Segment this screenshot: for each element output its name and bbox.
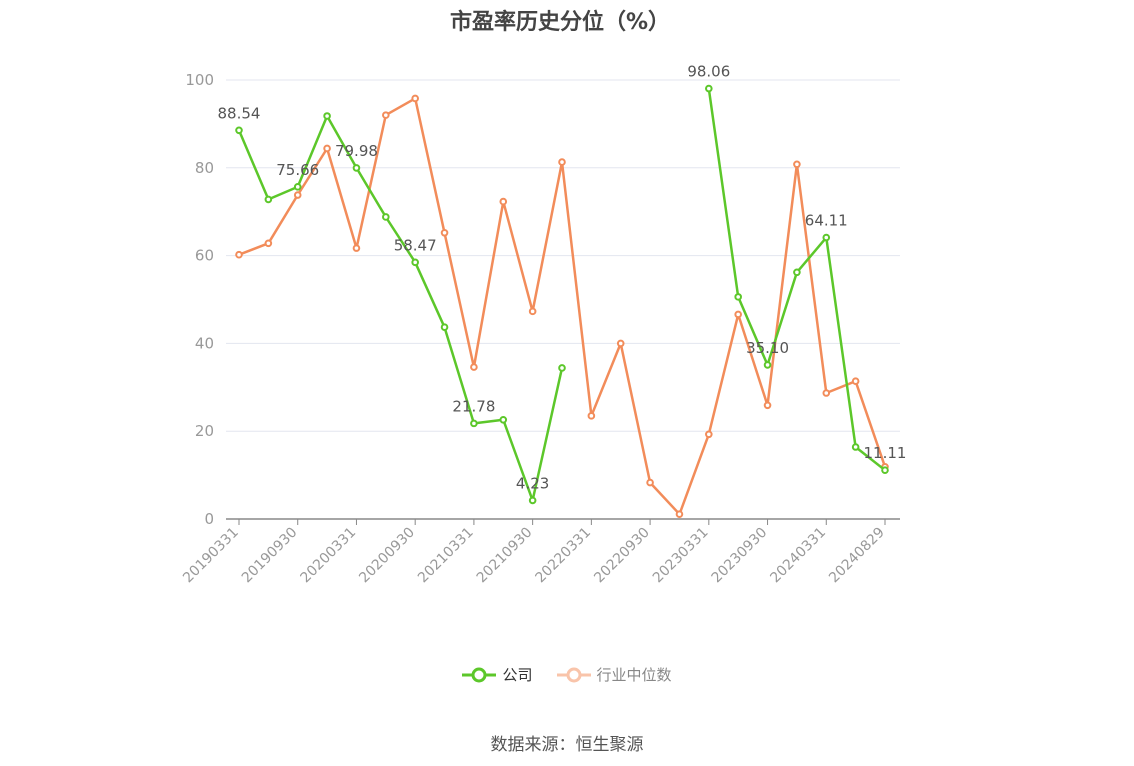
series-line (707, 88, 886, 472)
data-label: 79.98 (335, 142, 378, 160)
data-point (235, 250, 243, 259)
y-tick-label: 80 (195, 159, 214, 177)
data-label: 58.47 (394, 236, 437, 254)
data-point (293, 191, 302, 199)
x-tick-label: 20210331 (415, 525, 477, 587)
series-line (237, 114, 564, 502)
y-tick-label: 0 (204, 510, 214, 528)
data-point (528, 496, 537, 505)
x-tick-label: 20200930 (356, 525, 418, 587)
data-point (382, 111, 390, 119)
legend-label-industry-median: 行业中位数 (596, 666, 672, 684)
x-tick-label: 20200331 (298, 525, 360, 587)
data-point (822, 389, 831, 397)
data-point (323, 112, 331, 120)
legend-label-company: 公司 (502, 666, 533, 684)
legend-marker-company (462, 667, 497, 682)
data-point (793, 160, 801, 169)
data-point (470, 363, 478, 371)
legend-item-industry-median[interactable]: 行业中位数 (556, 664, 672, 685)
x-tick-label: 20210930 (474, 525, 536, 587)
data-point (851, 443, 860, 451)
data-point (528, 307, 537, 316)
data-label: 64.11 (805, 212, 848, 230)
data-point (293, 183, 302, 191)
x-tick-label: 20220930 (591, 525, 653, 587)
series-lines (235, 84, 889, 518)
data-point (499, 415, 508, 424)
chart-title: 市盈率历史分位（%） (449, 10, 671, 35)
data-point (411, 258, 419, 267)
y-tick-label: 100 (185, 71, 214, 89)
y-tick-label: 60 (195, 247, 214, 265)
data-point (734, 293, 742, 301)
data-label: 88.54 (218, 104, 261, 122)
data-point (616, 339, 625, 348)
data-point (352, 164, 361, 172)
y-tick-label: 20 (195, 422, 214, 440)
data-point (705, 430, 713, 439)
data-point (470, 419, 478, 428)
x-tick-label: 20190930 (239, 525, 301, 587)
data-point (763, 361, 772, 369)
legend-marker-industry-median (556, 667, 591, 682)
data-point (352, 244, 361, 252)
data-point (235, 126, 243, 135)
data-source: 数据来源：恒生聚源 (490, 735, 644, 755)
data-point (499, 197, 508, 206)
y-tick-label: 40 (195, 334, 214, 352)
grid-lines (226, 79, 900, 432)
data-point (382, 213, 390, 221)
x-tick-label: 20230930 (709, 525, 771, 587)
data-point (822, 233, 831, 242)
data-label: 75.66 (276, 161, 319, 179)
x-tick-label: 20240829 (826, 525, 888, 587)
data-point (558, 158, 566, 166)
data-point (558, 364, 566, 372)
data-point (411, 94, 419, 103)
data-point (675, 510, 684, 518)
data-point (587, 412, 596, 420)
data-point (646, 478, 654, 487)
data-point (881, 466, 889, 475)
y-axis: 0 20 40 60 80 100 (185, 71, 214, 528)
x-tick-label: 20190331 (180, 525, 242, 587)
x-tick-label: 20230331 (650, 525, 712, 587)
data-point (851, 377, 860, 385)
data-point (705, 84, 713, 93)
data-label: 35.10 (746, 339, 789, 357)
x-tick-label: 20240331 (767, 525, 829, 587)
data-point (264, 195, 273, 204)
data-point (763, 401, 772, 410)
data-point (323, 144, 331, 153)
data-label: 21.78 (452, 397, 495, 415)
x-tick-label: 20220331 (532, 525, 594, 587)
data-point (440, 323, 449, 331)
x-axis: 2019033120190930202003312020093020210331… (180, 518, 900, 587)
data-point (264, 239, 273, 248)
legend-item-company[interactable]: 公司 (462, 664, 533, 685)
data-labels: 88.54 75.66 79.98 58.47 21.78 4.23 98.06 35.10 6… (218, 63, 907, 493)
chart-legend: 公司 行业中位数 (0, 664, 1134, 685)
data-point (440, 228, 449, 237)
data-label: 4.23 (516, 474, 549, 492)
data-label: 11.11 (864, 444, 907, 462)
data-label: 98.06 (687, 63, 730, 81)
data-point (793, 268, 801, 277)
data-point (734, 310, 742, 319)
